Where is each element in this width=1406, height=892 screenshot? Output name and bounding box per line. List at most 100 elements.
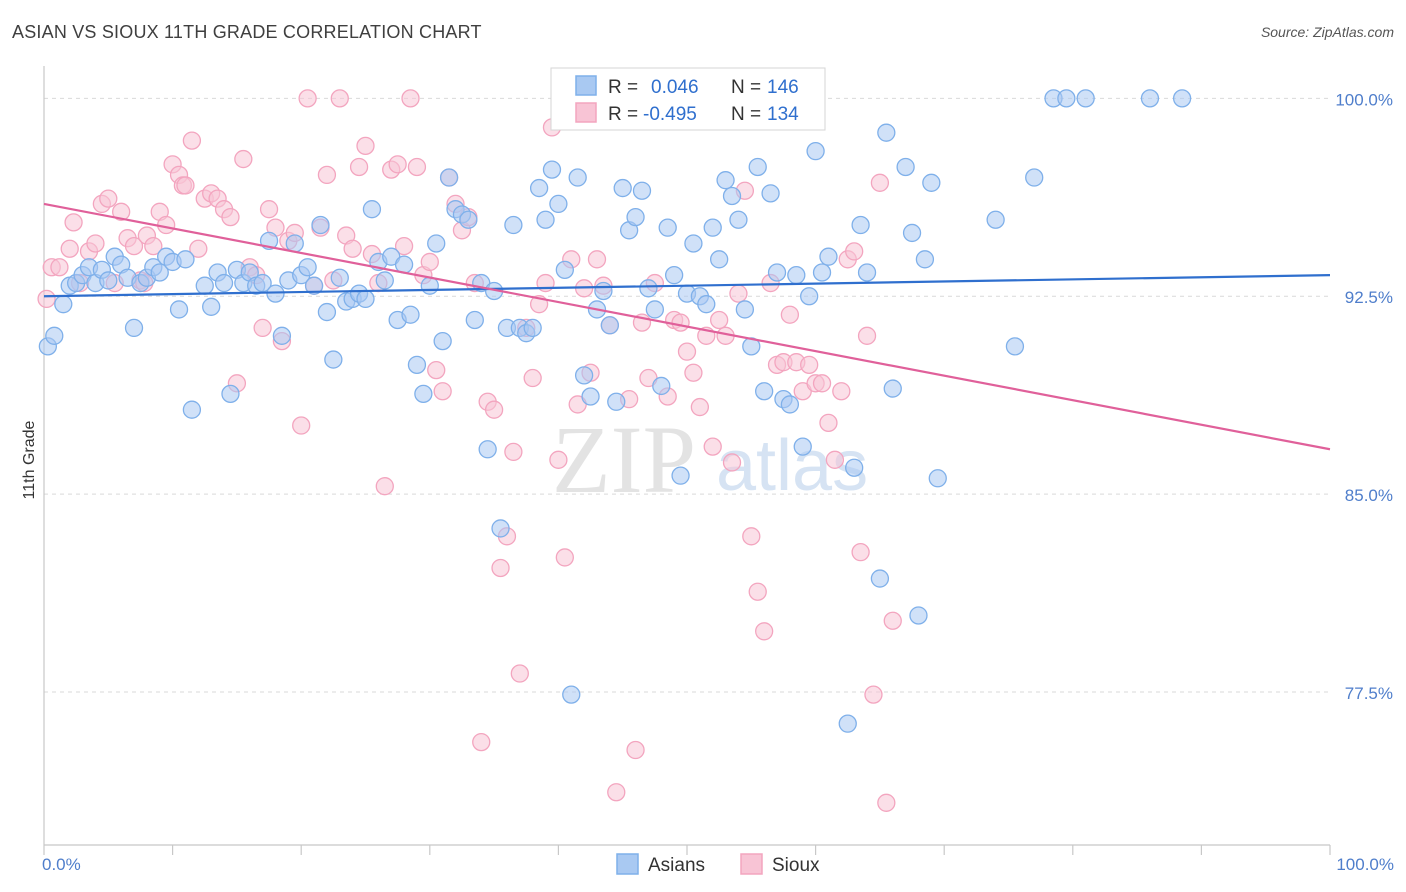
sioux-point (221, 207, 240, 227)
asians-point (54, 295, 73, 314)
asians-point (639, 279, 658, 298)
asians-point (928, 469, 947, 488)
sioux-n-value: 134 (767, 104, 799, 125)
asians-point (838, 714, 857, 733)
asians-point (845, 458, 864, 477)
sioux-point (491, 558, 510, 578)
sioux-point (755, 622, 774, 641)
sioux-point (549, 450, 568, 469)
asians-point (857, 263, 877, 282)
asians-point (761, 184, 780, 203)
stats-legend: R = 0.046 N = 146 R = -0.495 N = 134 (550, 67, 826, 131)
sioux-point (800, 355, 819, 374)
asians-point (555, 260, 574, 280)
asians-point (529, 178, 549, 198)
asians-point (800, 287, 819, 306)
sioux-point (37, 289, 56, 309)
sioux-point (819, 413, 838, 433)
sioux-point (144, 236, 163, 256)
watermark-atlas: atlas (716, 426, 868, 506)
sioux-point (690, 397, 710, 417)
asians-point (902, 223, 922, 243)
asians-point (658, 218, 677, 237)
asians-point (1076, 89, 1095, 108)
sioux-point (375, 477, 394, 496)
asians-point (767, 263, 787, 282)
sioux-point (401, 89, 420, 108)
sioux-point (729, 284, 748, 303)
sioux-point (671, 313, 690, 332)
source-label: Source: ZipAtlas.com (1260, 24, 1394, 40)
asians-point (459, 210, 478, 229)
asians-point (330, 268, 349, 287)
asians-point (594, 281, 613, 301)
legend-sioux-swatch (740, 853, 763, 875)
sioux-point (407, 157, 427, 177)
asians-point (716, 171, 735, 190)
asians-point (722, 186, 742, 206)
sioux-point (832, 382, 851, 401)
asians-point (1140, 89, 1160, 108)
sioux-point (870, 173, 890, 192)
asians-points (38, 89, 1192, 733)
asians-point (568, 168, 587, 187)
asians-point (407, 355, 427, 374)
asians-point (819, 247, 838, 266)
asians-point (613, 178, 632, 198)
sioux-point (330, 89, 349, 108)
asians-point (169, 300, 189, 319)
legend-asians-label: Asians (648, 855, 705, 876)
asians-point (607, 392, 626, 411)
asians-point (909, 606, 928, 625)
y-tick-label: 77.5% (1345, 684, 1393, 703)
asians-point (375, 271, 394, 290)
asians-point (298, 258, 317, 277)
asians-point (652, 376, 671, 396)
asians-point (362, 200, 382, 219)
x-tick-label-max: 100.0% (1336, 855, 1394, 874)
asians-point (99, 271, 118, 290)
sioux-point (504, 442, 523, 462)
legend-sioux-label: Sioux (772, 855, 820, 876)
asians-point (182, 400, 202, 419)
asians-point (465, 310, 484, 330)
sioux-point (626, 740, 645, 760)
sioux-point (510, 664, 529, 683)
sioux-point (388, 155, 407, 174)
asians-point (755, 382, 774, 401)
sioux-point (99, 189, 118, 208)
sioux-point (86, 234, 105, 253)
asians-point (877, 123, 896, 142)
asians-trend-line (43, 274, 1331, 298)
asians-point (645, 300, 664, 319)
asians-point (697, 295, 716, 314)
sioux-point (64, 213, 83, 232)
sioux-point (292, 416, 311, 435)
asians-point (1005, 337, 1025, 356)
sioux-point (857, 326, 877, 345)
x-tick-label-min: 0.0% (42, 855, 81, 874)
sioux-point (607, 783, 626, 802)
asians-point (896, 157, 915, 177)
asians-point (176, 250, 195, 269)
asians-r-label: R = (608, 77, 638, 98)
sioux-point (877, 793, 896, 812)
asians-point (664, 265, 684, 285)
asians-point (812, 263, 832, 282)
asians-point (1057, 89, 1076, 108)
asians-point (478, 440, 497, 459)
sioux-swatch (575, 102, 597, 123)
asians-point (401, 305, 420, 324)
asians-point (549, 194, 568, 214)
asians-point (626, 207, 645, 227)
asians-point (600, 316, 619, 335)
bottom-legend: Asians Sioux (616, 853, 820, 876)
asians-point (285, 234, 304, 253)
asians-point (356, 289, 375, 309)
asians-point (491, 519, 510, 538)
sioux-point (253, 318, 272, 338)
asians-point (523, 318, 542, 338)
y-tick-label: 85.0% (1345, 486, 1393, 505)
y-tick-labels: 100.0% 92.5% 85.0% 77.5% (1335, 90, 1393, 703)
